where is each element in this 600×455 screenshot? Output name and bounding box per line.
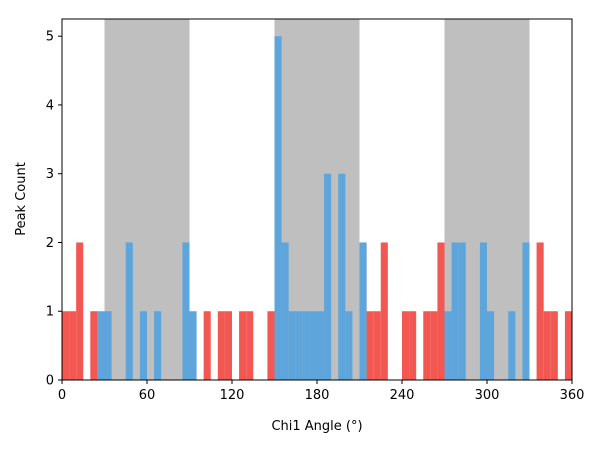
x-tick-label-240: 240 (390, 388, 415, 403)
y-tick-label-5: 5 (46, 30, 54, 45)
y-tick-label-1: 1 (46, 305, 54, 320)
bar-series1-5 (69, 311, 77, 380)
bar-series2-325 (522, 242, 530, 380)
bar-series1-240 (402, 311, 410, 380)
bar-series1-340 (543, 311, 551, 380)
bar-series2-25 (97, 311, 105, 380)
y-tick-label-2: 2 (46, 236, 54, 251)
bar-series2-295 (479, 242, 487, 380)
bar-series2-85 (182, 242, 190, 380)
bar-series1-245 (409, 311, 417, 380)
bar-series2-55 (139, 311, 147, 380)
bar-series1-260 (430, 311, 438, 380)
x-tick-label-360: 360 (560, 388, 585, 403)
bar-series2-180 (317, 311, 325, 380)
x-axis-title: Chi1 Angle (°) (271, 419, 362, 434)
histogram-bars (62, 36, 572, 380)
bar-series1-10 (76, 242, 84, 380)
bar-series1-225 (380, 242, 388, 380)
bar-series2-210 (359, 242, 367, 380)
bar-series2-90 (189, 311, 197, 380)
bar-series2-175 (309, 311, 317, 380)
bar-series1-255 (423, 311, 431, 380)
y-tick-label-4: 4 (46, 98, 54, 113)
bar-series2-155 (281, 242, 289, 380)
bar-series2-45 (125, 242, 133, 380)
y-axis-title: Peak Count (14, 162, 29, 236)
x-tick-label-180: 180 (305, 388, 330, 403)
bar-series1-100 (203, 311, 211, 380)
bar-series2-185 (324, 173, 332, 380)
bar-series2-200 (345, 311, 353, 380)
bar-series1-130 (246, 311, 254, 380)
x-tick-label-0: 0 (58, 388, 66, 403)
bar-series2-30 (104, 311, 112, 380)
bar-series2-150 (274, 36, 282, 380)
bar-series2-195 (338, 173, 346, 380)
bar-series1-265 (437, 242, 445, 380)
y-tick-label-0: 0 (46, 374, 54, 389)
bar-series1-145 (267, 311, 275, 380)
bar-series1-220 (373, 311, 381, 380)
bar-series2-300 (487, 311, 495, 380)
bar-series1-125 (239, 311, 247, 380)
bar-series1-0 (62, 311, 70, 380)
bar-series2-65 (154, 311, 162, 380)
bar-series1-115 (224, 311, 232, 380)
bar-series2-315 (508, 311, 516, 380)
x-tick-label-300: 300 (475, 388, 500, 403)
bar-series2-170 (302, 311, 310, 380)
bar-series1-355 (564, 311, 572, 380)
bar-series2-270 (444, 311, 452, 380)
bar-series1-20 (90, 311, 98, 380)
bar-series2-275 (451, 242, 459, 380)
y-tick-label-3: 3 (46, 167, 54, 182)
bar-series1-110 (217, 311, 225, 380)
x-tick-label-120: 120 (220, 388, 245, 403)
bar-series1-335 (536, 242, 544, 380)
bar-series1-345 (550, 311, 558, 380)
bar-series2-280 (458, 242, 466, 380)
bar-series2-165 (295, 311, 303, 380)
bar-series1-215 (366, 311, 374, 380)
axes: 0 60 120 180 240 300 360 0 1 2 3 4 5 (46, 18, 585, 403)
x-tick-label-60: 60 (139, 388, 156, 403)
bar-series2-160 (288, 311, 296, 380)
